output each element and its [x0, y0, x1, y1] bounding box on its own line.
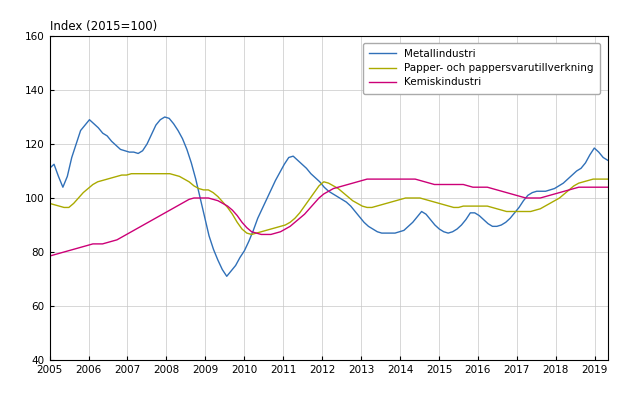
Kemiskindustri	[195, 196, 203, 200]
Papper- och pappersvarutillverkning	[248, 232, 255, 237]
Line: Papper- och pappersvarutillverkning: Papper- och pappersvarutillverkning	[50, 174, 608, 234]
Kemiskindustri	[152, 216, 159, 221]
Kemiskindustri	[296, 216, 303, 221]
Papper- och pappersvarutillverkning	[200, 188, 207, 192]
Metallindustri	[387, 231, 394, 236]
Kemiskindustri	[175, 202, 183, 207]
Papper- och pappersvarutillverkning	[156, 171, 164, 176]
Papper- och pappersvarutillverkning	[306, 197, 313, 202]
Metallindustri	[524, 193, 531, 198]
Metallindustri	[161, 114, 169, 119]
Metallindustri	[46, 166, 53, 171]
Metallindustri	[223, 274, 231, 279]
Text: Index (2015=100): Index (2015=100)	[50, 20, 157, 34]
Metallindustri	[378, 231, 386, 236]
Papper- och pappersvarutillverkning	[604, 177, 611, 182]
Legend: Metallindustri, Papper- och pappersvarutillverkning, Kemiskindustri: Metallindustri, Papper- och pappersvarut…	[363, 43, 600, 94]
Line: Metallindustri: Metallindustri	[50, 117, 608, 276]
Metallindustri	[73, 142, 80, 146]
Papper- och pappersvarutillverkning	[180, 177, 188, 182]
Kemiskindustri	[604, 185, 611, 190]
Kemiskindustri	[161, 210, 169, 215]
Metallindustri	[409, 220, 417, 225]
Papper- och pappersvarutillverkning	[575, 181, 582, 186]
Papper- och pappersvarutillverkning	[128, 171, 135, 176]
Papper- och pappersvarutillverkning	[46, 201, 53, 206]
Metallindustri	[604, 158, 611, 162]
Kemiskindustri	[363, 177, 371, 182]
Line: Kemiskindustri: Kemiskindustri	[50, 179, 608, 256]
Papper- och pappersvarutillverkning	[166, 171, 174, 176]
Kemiskindustri	[46, 254, 53, 258]
Metallindustri	[573, 169, 580, 174]
Kemiskindustri	[570, 186, 578, 191]
